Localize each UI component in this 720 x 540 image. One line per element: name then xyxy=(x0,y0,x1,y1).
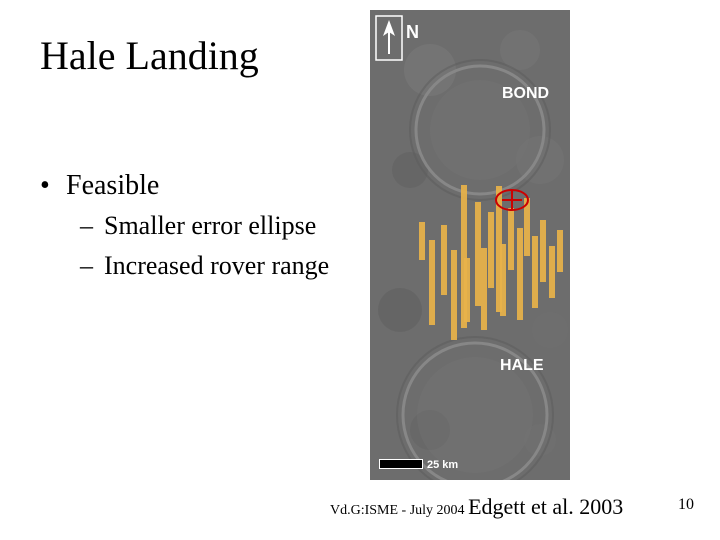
hale-map-figure: N BOND HALE 25 km xyxy=(370,10,570,480)
figure-caption: Vd.G:ISME - July 2004 Edgett et al. 2003 xyxy=(330,494,623,520)
caption-credit: Edgett et al. 2003 xyxy=(468,494,623,519)
bullet-smaller-ellipse: Smaller error ellipse xyxy=(40,210,350,242)
slide: Hale Landing Feasible Smaller error elli… xyxy=(0,0,720,540)
slide-title: Hale Landing xyxy=(40,32,259,79)
bullet-list: Feasible Smaller error ellipse Increased… xyxy=(40,170,350,289)
bullet-feasible: Feasible xyxy=(40,170,350,202)
caption-prefix: Vd.G:ISME - July 2004 xyxy=(330,503,465,518)
svg-text:N: N xyxy=(406,22,419,42)
hale-map-svg: N BOND HALE 25 km xyxy=(370,10,570,480)
svg-text:25 km: 25 km xyxy=(427,459,458,471)
svg-text:BOND: BOND xyxy=(502,85,549,102)
bullet-increased-range: Increased rover range xyxy=(40,250,350,282)
svg-text:HALE: HALE xyxy=(500,357,544,374)
page-number: 10 xyxy=(678,496,694,514)
